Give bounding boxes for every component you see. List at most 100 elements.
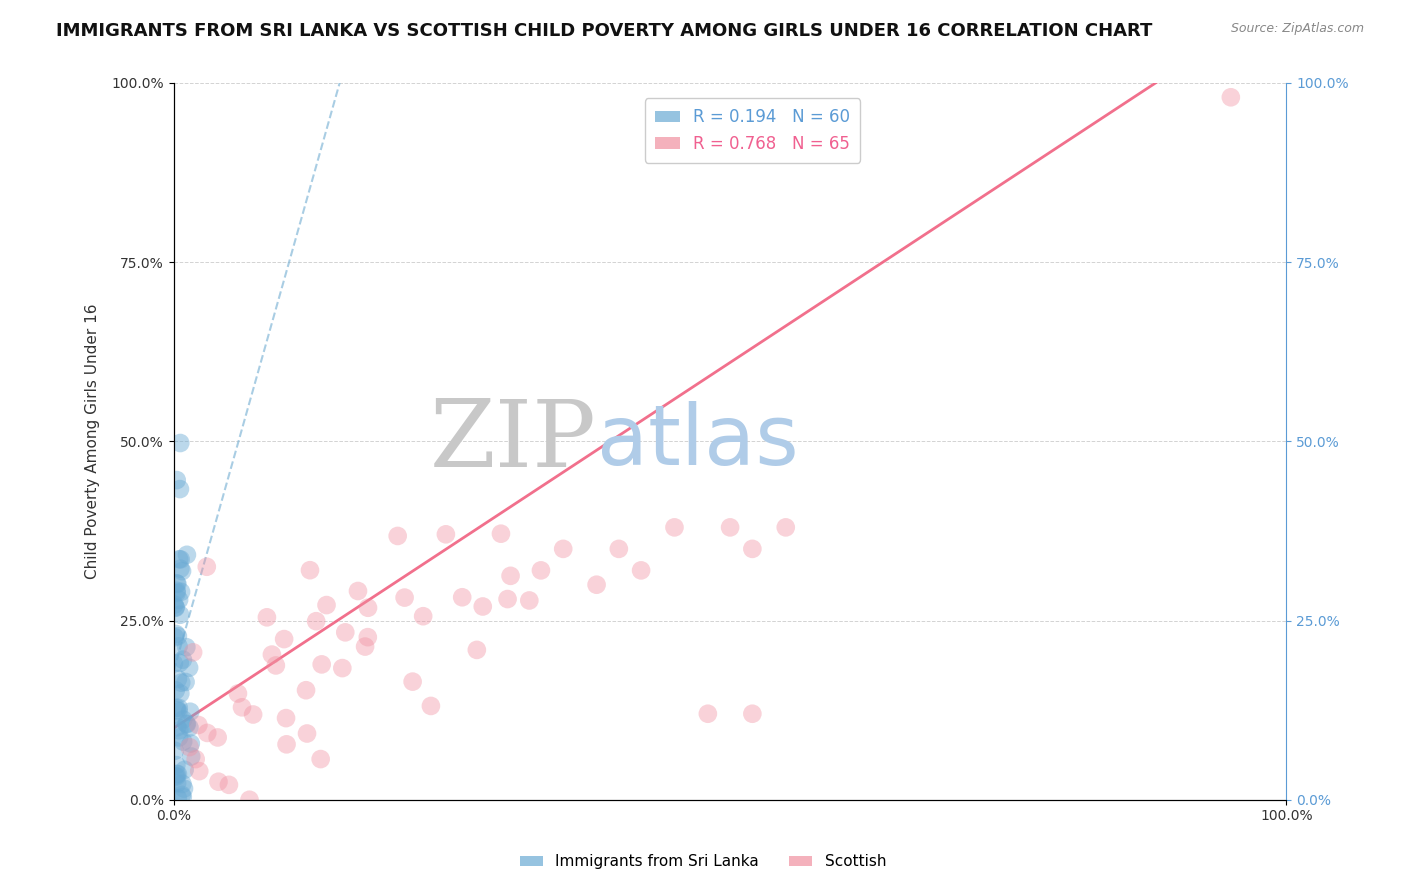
Point xyxy=(163,657,186,671)
Point xyxy=(165,600,187,615)
Point xyxy=(309,752,332,766)
Point xyxy=(357,600,380,615)
Point xyxy=(451,591,474,605)
Point xyxy=(163,630,186,644)
Point xyxy=(195,726,218,740)
Point xyxy=(775,520,797,534)
Point xyxy=(412,609,434,624)
Point xyxy=(163,598,186,612)
Point xyxy=(173,763,195,777)
Point xyxy=(167,723,190,738)
Point xyxy=(238,793,260,807)
Point xyxy=(179,705,201,719)
Point xyxy=(165,683,187,698)
Point xyxy=(166,577,188,591)
Point xyxy=(276,737,298,751)
Point xyxy=(354,640,377,654)
Point xyxy=(274,711,297,725)
Point xyxy=(165,600,187,615)
Legend: Immigrants from Sri Lanka, Scottish: Immigrants from Sri Lanka, Scottish xyxy=(513,848,893,875)
Point xyxy=(664,520,686,534)
Point xyxy=(465,643,488,657)
Point xyxy=(165,701,187,715)
Point xyxy=(167,767,190,781)
Point xyxy=(357,630,380,644)
Point xyxy=(179,740,201,755)
Point xyxy=(166,586,188,600)
Point xyxy=(176,716,198,731)
Point xyxy=(179,721,201,735)
Point xyxy=(167,731,190,745)
Point xyxy=(1219,90,1241,104)
Point xyxy=(741,541,763,556)
Point xyxy=(167,592,190,607)
Point xyxy=(256,610,278,624)
Point xyxy=(170,552,193,566)
Point xyxy=(166,473,188,487)
Point xyxy=(630,563,652,577)
Point xyxy=(335,625,357,640)
Point xyxy=(401,674,423,689)
Point xyxy=(176,640,198,654)
Point xyxy=(166,770,188,784)
Point xyxy=(167,672,190,686)
Point xyxy=(165,758,187,772)
Point xyxy=(260,648,283,662)
Y-axis label: Child Poverty Among Girls Under 16: Child Poverty Among Girls Under 16 xyxy=(86,303,100,579)
Point xyxy=(172,734,194,748)
Point xyxy=(169,436,191,450)
Point xyxy=(174,675,197,690)
Point xyxy=(607,541,630,556)
Point xyxy=(173,781,195,796)
Point xyxy=(188,764,211,779)
Text: ZIP: ZIP xyxy=(430,396,596,486)
Point xyxy=(179,661,201,675)
Point xyxy=(517,593,540,607)
Point xyxy=(226,686,249,700)
Point xyxy=(166,791,188,805)
Point xyxy=(394,591,416,605)
Text: IMMIGRANTS FROM SRI LANKA VS SCOTTISH CHILD POVERTY AMONG GIRLS UNDER 16 CORRELA: IMMIGRANTS FROM SRI LANKA VS SCOTTISH CH… xyxy=(56,22,1153,40)
Point xyxy=(242,707,264,722)
Point xyxy=(496,592,519,607)
Point xyxy=(298,563,321,577)
Point xyxy=(172,789,194,804)
Point xyxy=(489,526,512,541)
Point xyxy=(311,657,333,672)
Point xyxy=(167,629,190,643)
Point xyxy=(218,778,240,792)
Point xyxy=(180,737,202,751)
Point xyxy=(169,562,191,576)
Point xyxy=(169,656,191,670)
Point xyxy=(718,520,741,534)
Point xyxy=(166,776,188,790)
Point xyxy=(264,658,287,673)
Point xyxy=(741,706,763,721)
Point xyxy=(169,607,191,622)
Point xyxy=(165,769,187,783)
Point xyxy=(231,700,253,714)
Point xyxy=(166,767,188,781)
Point xyxy=(172,653,194,667)
Text: Source: ZipAtlas.com: Source: ZipAtlas.com xyxy=(1230,22,1364,36)
Point xyxy=(167,552,190,566)
Point xyxy=(295,683,318,698)
Point xyxy=(181,645,204,659)
Point xyxy=(419,698,441,713)
Point xyxy=(530,563,553,577)
Point xyxy=(207,731,229,745)
Point xyxy=(166,720,188,734)
Point xyxy=(471,599,494,614)
Point xyxy=(207,774,229,789)
Point xyxy=(180,749,202,764)
Point xyxy=(170,584,193,599)
Point xyxy=(170,675,193,690)
Point xyxy=(553,541,575,556)
Point xyxy=(170,788,193,802)
Point xyxy=(167,705,190,719)
Point xyxy=(166,583,188,598)
Point xyxy=(295,726,318,740)
Point xyxy=(172,777,194,791)
Point xyxy=(187,718,209,732)
Point xyxy=(169,686,191,700)
